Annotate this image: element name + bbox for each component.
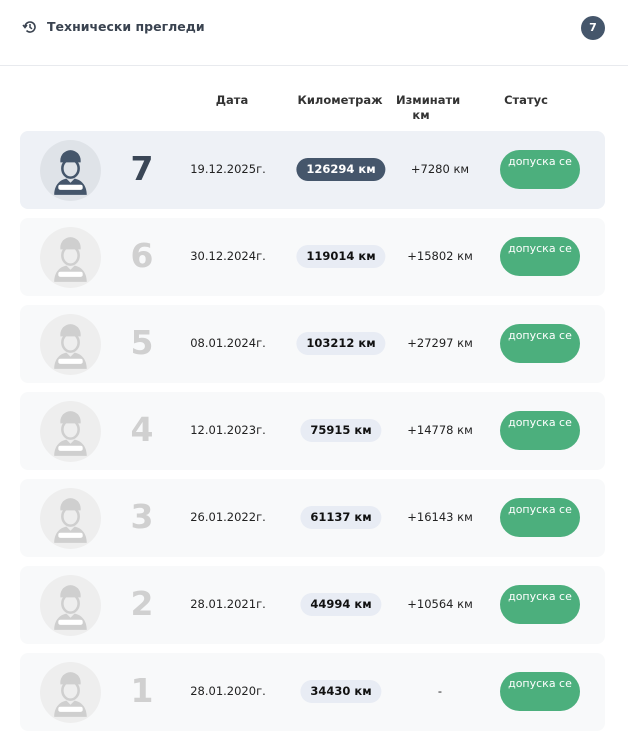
- inspection-number: 3: [130, 497, 154, 536]
- mileage-badge: 119014 км: [296, 245, 386, 268]
- inspection-number: 1: [130, 671, 154, 710]
- col-date: Дата: [215, 93, 249, 107]
- page-title: Технически прегледи: [47, 19, 205, 34]
- driven-km: +15802 км: [407, 249, 473, 263]
- count-badge: 7: [581, 16, 605, 40]
- driven-km: -: [437, 684, 443, 698]
- table-row[interactable]: 7 19.12.2025г. 126294 км +7280 км допуск…: [20, 131, 605, 209]
- inspection-date: 08.01.2024г.: [190, 336, 266, 350]
- mechanic-avatar-icon: [40, 662, 101, 723]
- inspection-number: 5: [130, 323, 154, 362]
- mechanic-avatar-icon: [40, 227, 101, 288]
- inspection-date: 28.01.2021г.: [190, 597, 266, 611]
- header: Технически прегледи 7: [0, 0, 628, 66]
- mileage-badge: 126294 км: [296, 158, 386, 181]
- col-mileage: Километраж: [297, 93, 383, 107]
- table-row[interactable]: 1 28.01.2020г. 34430 км - допуска се: [20, 653, 605, 731]
- status-badge: допуска се: [500, 237, 580, 276]
- status-badge: допуска се: [500, 411, 580, 450]
- mileage-badge: 61137 км: [300, 506, 382, 529]
- driven-km: +7280 км: [410, 162, 470, 176]
- status-badge: допуска се: [500, 150, 580, 189]
- driven-km: +16143 км: [407, 510, 473, 524]
- mileage-badge: 44994 км: [300, 593, 382, 616]
- mileage-badge: 75915 км: [300, 419, 382, 442]
- table-row[interactable]: 2 28.01.2021г. 44994 км +10564 км допуск…: [20, 566, 605, 644]
- table-row[interactable]: 3 26.01.2022г. 61137 км +16143 км допуск…: [20, 479, 605, 557]
- table-row[interactable]: 4 12.01.2023г. 75915 км +14778 км допуск…: [20, 392, 605, 470]
- inspection-number: 6: [130, 236, 154, 275]
- mileage-badge: 34430 км: [300, 680, 382, 703]
- status-badge: допуска се: [500, 672, 580, 711]
- table-row[interactable]: 6 30.12.2024г. 119014 км +15802 км допус…: [20, 218, 605, 296]
- inspection-number: 4: [130, 410, 154, 449]
- inspection-date: 28.01.2020г.: [190, 684, 266, 698]
- inspection-number: 7: [130, 149, 154, 188]
- status-badge: допуска се: [500, 585, 580, 624]
- driven-km: +10564 км: [407, 597, 473, 611]
- col-status: Статус: [504, 93, 548, 107]
- mechanic-avatar-icon: [40, 401, 101, 462]
- table-row[interactable]: 5 08.01.2024г. 103212 км +27297 км допус…: [20, 305, 605, 383]
- mechanic-avatar-icon: [40, 314, 101, 375]
- mechanic-avatar-icon: [40, 488, 101, 549]
- mechanic-avatar-icon: [40, 575, 101, 636]
- mileage-badge: 103212 км: [296, 332, 386, 355]
- history-icon: [22, 21, 36, 33]
- status-badge: допуска се: [500, 324, 580, 363]
- inspection-date: 19.12.2025г.: [190, 162, 266, 176]
- inspection-number: 2: [130, 584, 154, 623]
- col-driven: Изминати км: [396, 93, 461, 122]
- driven-km: +27297 км: [407, 336, 473, 350]
- inspection-date: 30.12.2024г.: [190, 249, 266, 263]
- inspection-date: 12.01.2023г.: [190, 423, 266, 437]
- mechanic-avatar-icon: [40, 140, 101, 201]
- inspection-date: 26.01.2022г.: [190, 510, 266, 524]
- driven-km: +14778 км: [407, 423, 473, 437]
- status-badge: допуска се: [500, 498, 580, 537]
